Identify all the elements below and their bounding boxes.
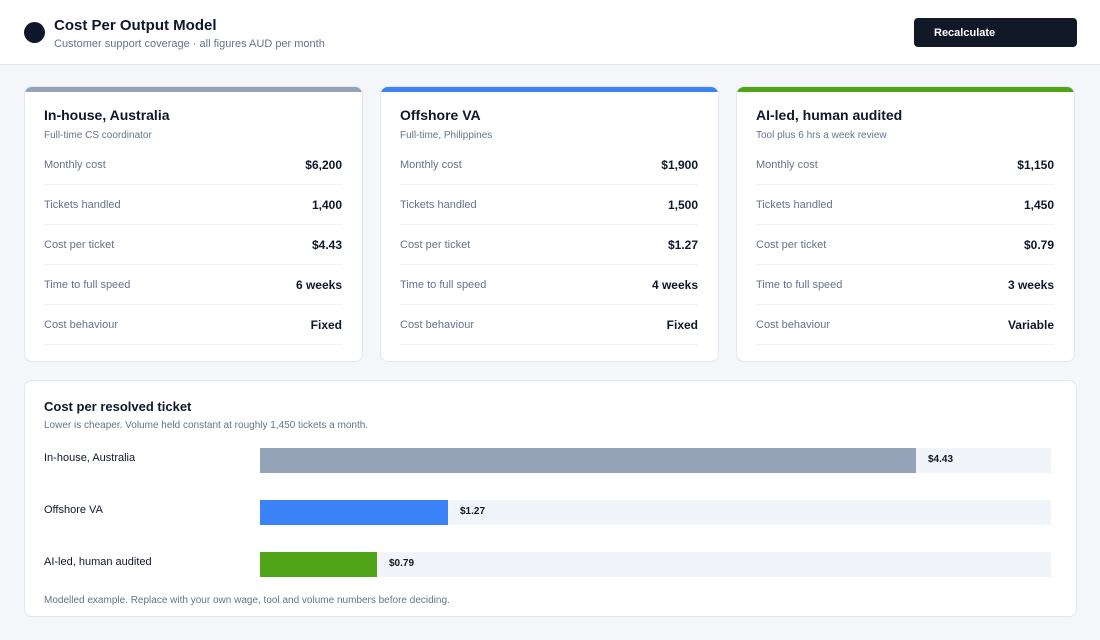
bar-track: $1.27 — [260, 500, 1051, 525]
card-subtitle: Full-time CS coordinator — [44, 130, 152, 141]
bar-track: $0.79 — [260, 552, 1051, 577]
recalculate-button[interactable]: Recalculate — [914, 18, 1077, 47]
bar-value-label: $1.27 — [460, 506, 486, 517]
page-title: Cost Per Output Model — [54, 17, 217, 34]
metric-label: Monthly cost — [400, 158, 462, 171]
disclaimer-note: Modelled example. Replace with your own … — [44, 595, 450, 606]
metric-label: Tickets handled — [400, 198, 477, 211]
metric-value: 1,400 — [311, 197, 342, 212]
bar-row-ai-led: AI-led, human audited $0.79 — [44, 552, 1052, 577]
metric-value: $6,200 — [305, 157, 342, 172]
bar-value-label: $0.79 — [389, 558, 415, 569]
metrics-list: Monthly cost $1,900 Tickets handled 1,50… — [400, 145, 698, 345]
card-accent-bar — [381, 87, 718, 92]
metric-label: Tickets handled — [44, 198, 121, 211]
metric-row-cost-per-ticket: Cost per ticket $4.43 — [44, 225, 342, 265]
card-accent-bar — [737, 87, 1074, 92]
metric-label: Time to full speed — [400, 278, 487, 291]
metric-label: Cost behaviour — [400, 318, 474, 331]
option-card-in-house: In-house, Australia Full-time CS coordin… — [24, 86, 363, 362]
comparison-subtitle: Lower is cheaper. Volume held constant a… — [44, 420, 369, 431]
app-header: Cost Per Output Model Customer support c… — [0, 0, 1100, 65]
bar-row-offshore: Offshore VA $1.27 — [44, 500, 1052, 525]
metric-label: Time to full speed — [44, 278, 131, 291]
bar-category-label: Offshore VA — [44, 504, 103, 516]
metric-row-tickets-handled: Tickets handled 1,450 — [756, 185, 1054, 225]
option-card-ai-led: AI-led, human audited Tool plus 6 hrs a … — [736, 86, 1075, 362]
metric-value: $0.79 — [1023, 237, 1054, 252]
metric-label: Monthly cost — [44, 158, 106, 171]
metric-row-cost-behaviour: Cost behaviour Fixed — [400, 305, 698, 345]
metric-value: 6 weeks — [295, 277, 342, 292]
metric-row-tickets-handled: Tickets handled 1,400 — [44, 185, 342, 225]
metric-row-cost-per-ticket: Cost per ticket $0.79 — [756, 225, 1054, 265]
bar-track: $4.43 — [260, 448, 1051, 473]
metric-row-cost-per-ticket: Cost per ticket $1.27 — [400, 225, 698, 265]
bar-fill — [260, 500, 448, 525]
metric-value: 3 weeks — [1007, 277, 1054, 292]
metric-row-cost-behaviour: Cost behaviour Fixed — [44, 305, 342, 345]
bar-fill — [260, 448, 916, 473]
metric-label: Cost per ticket — [400, 238, 471, 251]
metric-label: Tickets handled — [756, 198, 833, 211]
comparison-title: Cost per resolved ticket — [44, 399, 192, 414]
bar-row-in-house: In-house, Australia $4.43 — [44, 448, 1052, 473]
metrics-list: Monthly cost $1,150 Tickets handled 1,45… — [756, 145, 1054, 345]
metric-value: $1,900 — [661, 157, 698, 172]
option-card-offshore: Offshore VA Full-time, Philippines Month… — [380, 86, 719, 362]
bar-value-label: $4.43 — [928, 454, 954, 465]
logo-icon — [24, 22, 45, 43]
metric-label: Time to full speed — [756, 278, 843, 291]
metric-value: 1,500 — [667, 197, 698, 212]
metric-row-cost-behaviour: Cost behaviour Variable — [756, 305, 1054, 345]
metric-value: $4.43 — [311, 237, 342, 252]
metric-row-monthly-cost: Monthly cost $6,200 — [44, 145, 342, 185]
bar-category-label: In-house, Australia — [44, 452, 136, 464]
metric-row-time-to-full-speed: Time to full speed 3 weeks — [756, 265, 1054, 305]
metric-row-monthly-cost: Monthly cost $1,900 — [400, 145, 698, 185]
metric-row-time-to-full-speed: Time to full speed 6 weeks — [44, 265, 342, 305]
metric-row-tickets-handled: Tickets handled 1,500 — [400, 185, 698, 225]
metric-value: $1.27 — [667, 237, 698, 252]
metric-label: Cost behaviour — [756, 318, 830, 331]
card-title: Offshore VA — [400, 107, 481, 123]
card-title: AI-led, human audited — [756, 107, 903, 123]
metric-value: $1,150 — [1017, 157, 1054, 172]
card-subtitle: Tool plus 6 hrs a week review — [756, 130, 887, 141]
metric-value: Fixed — [666, 317, 698, 332]
card-title: In-house, Australia — [44, 107, 170, 123]
page-subtitle: Customer support coverage · all figures … — [54, 38, 325, 50]
metric-label: Cost per ticket — [44, 238, 115, 251]
metric-value: 1,450 — [1023, 197, 1054, 212]
comparison-panel: Cost per resolved ticket Lower is cheape… — [24, 380, 1077, 617]
bar-category-label: AI-led, human audited — [44, 556, 152, 568]
bar-fill — [260, 552, 377, 577]
metrics-list: Monthly cost $6,200 Tickets handled 1,40… — [44, 145, 342, 345]
card-accent-bar — [25, 87, 362, 92]
metric-label: Monthly cost — [756, 158, 818, 171]
metric-label: Cost behaviour — [44, 318, 118, 331]
metric-value: Variable — [1007, 317, 1054, 332]
metric-value: 4 weeks — [651, 277, 698, 292]
metric-row-time-to-full-speed: Time to full speed 4 weeks — [400, 265, 698, 305]
metric-label: Cost per ticket — [756, 238, 827, 251]
metric-row-monthly-cost: Monthly cost $1,150 — [756, 145, 1054, 185]
metric-value: Fixed — [310, 317, 342, 332]
card-subtitle: Full-time, Philippines — [400, 130, 493, 141]
